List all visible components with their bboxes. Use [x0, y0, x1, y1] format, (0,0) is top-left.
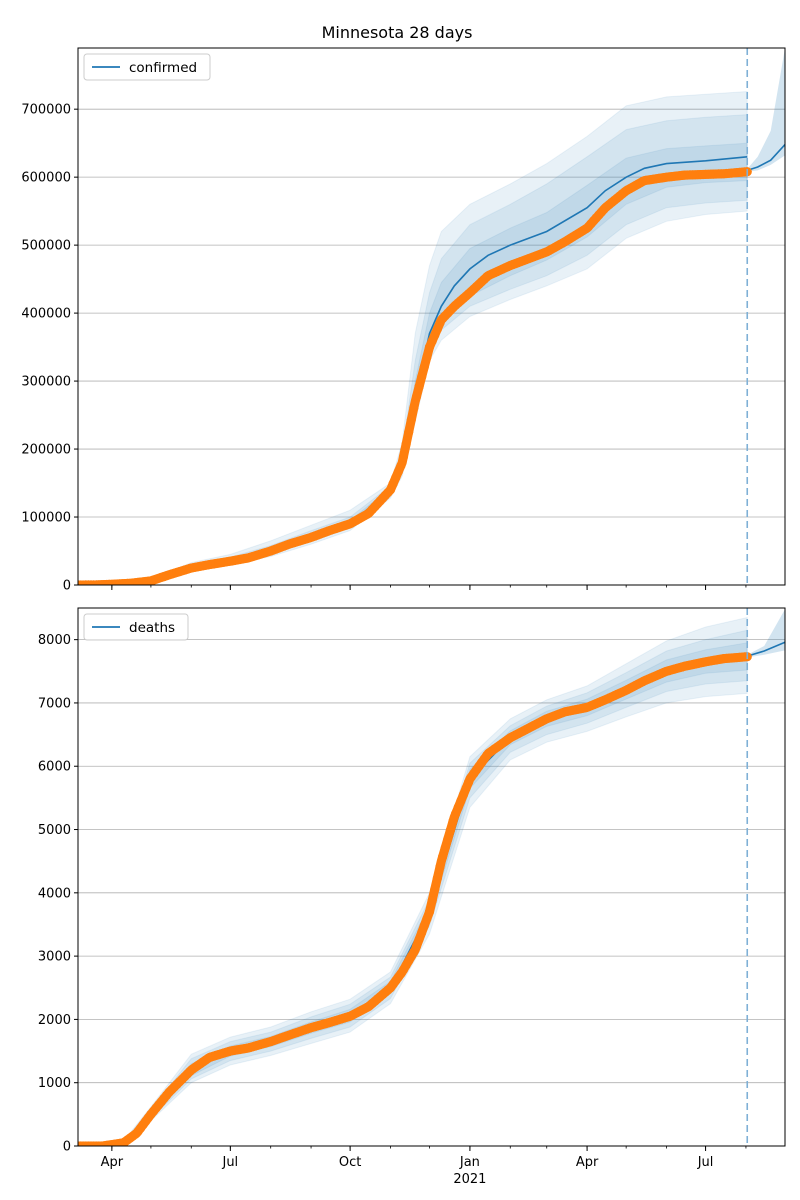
- observed-point: [417, 372, 427, 382]
- x-tick-label: Jul: [697, 1155, 714, 1170]
- legend-box: [83, 613, 189, 641]
- legend-box: [83, 53, 211, 81]
- y-tick-label: 3000: [38, 950, 71, 965]
- observed-point: [422, 352, 432, 362]
- y-tick-label: 0: [63, 1140, 71, 1155]
- observed-point: [427, 896, 437, 906]
- y-tick-label: 300000: [21, 375, 71, 390]
- y-tick-label: 6000: [38, 760, 71, 775]
- confirmed-panel: 0 100000 200000 300000 400000 500000 600000 700…: [21, 47, 786, 594]
- axes-frame: [77, 607, 786, 1147]
- y-tick-label: 100000: [21, 511, 71, 526]
- plot-area: [78, 48, 785, 585]
- observed-point: [438, 852, 448, 862]
- observed-point: [414, 934, 424, 945]
- y-tick-label: 2000: [38, 1013, 71, 1028]
- y-tick-label: 8000: [38, 633, 71, 648]
- y-tick-label: 0: [63, 579, 71, 594]
- observed-markers: [78, 167, 752, 585]
- observed-point: [440, 843, 450, 853]
- observed-point: [445, 825, 455, 835]
- observed-point: [406, 415, 416, 425]
- y-tick-label: 7000: [38, 696, 71, 711]
- y-tick-label: 200000: [21, 443, 71, 458]
- observed-point: [443, 834, 453, 844]
- observed-point: [448, 816, 458, 826]
- plot-area: [78, 609, 785, 1146]
- observed-markers: [78, 652, 752, 1146]
- y-tick-label: 600000: [21, 171, 71, 186]
- observed-point: [424, 907, 435, 917]
- legend: deaths: [83, 613, 189, 641]
- figure-title: Minnesota 28 days: [322, 23, 473, 42]
- y-tick-label: 500000: [21, 239, 71, 254]
- observed-point: [409, 403, 419, 413]
- observed-point: [430, 884, 440, 894]
- observed-point: [432, 873, 442, 883]
- y-tick-label: 700000: [21, 103, 71, 118]
- y-tick-label: 400000: [21, 307, 71, 322]
- observed-point: [404, 427, 414, 437]
- observed-point: [414, 382, 424, 392]
- legend: confirmed: [83, 53, 211, 81]
- observed-point: [398, 451, 409, 462]
- x-year-label: 2021: [453, 1172, 486, 1187]
- legend-label: deaths: [129, 620, 175, 636]
- x-tick-label: Apr: [101, 1155, 124, 1170]
- observed-point: [435, 862, 445, 872]
- y-tick-label: 5000: [38, 823, 71, 838]
- observed-point: [401, 439, 411, 449]
- observed-point: [411, 941, 422, 951]
- observed-point: [417, 927, 427, 938]
- observed-point: [396, 461, 406, 471]
- observed-point: [422, 914, 432, 924]
- forecast-line: [746, 143, 785, 172]
- observed-point: [419, 921, 429, 931]
- axes-frame: [77, 47, 786, 586]
- legend-label: confirmed: [129, 60, 197, 76]
- x-tick-label: Jan: [459, 1155, 480, 1170]
- deaths-panel: 0 1000 2000 3000 4000 5000 6000 7000 8000 Apr Jul O…: [38, 607, 786, 1187]
- forecast-band: [747, 48, 785, 172]
- observed-point: [411, 391, 422, 402]
- y-tick-label: 4000: [38, 886, 71, 901]
- observed-point: [419, 362, 429, 372]
- x-tick-label: Apr: [576, 1155, 599, 1170]
- x-tick-label: Jul: [221, 1155, 238, 1170]
- x-tick-label: Oct: [339, 1155, 361, 1170]
- y-tick-label: 1000: [38, 1076, 71, 1091]
- forecast-line: [746, 641, 785, 657]
